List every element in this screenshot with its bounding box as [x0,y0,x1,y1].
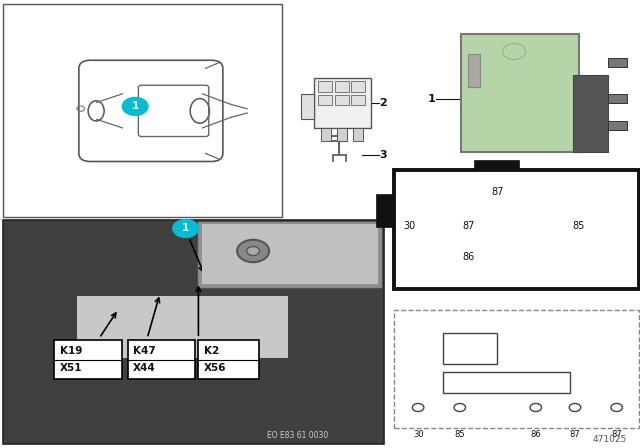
Text: 2: 2 [614,418,620,426]
Text: 85: 85 [573,221,585,231]
Text: 1: 1 [182,224,189,233]
Bar [608,58,627,67]
Bar [474,160,518,170]
Text: 1: 1 [428,94,435,103]
Circle shape [412,404,424,412]
Bar [608,121,627,130]
Bar [198,222,381,287]
Bar [353,128,363,141]
Text: X51: X51 [60,363,82,373]
Bar [318,81,332,92]
Bar [394,310,639,427]
Circle shape [237,240,269,262]
Bar [351,81,365,92]
Bar [128,340,195,379]
Bar [337,128,347,141]
Ellipse shape [88,101,104,121]
Bar [3,4,282,217]
Bar [394,170,639,289]
Text: 30: 30 [403,221,415,231]
Text: 87: 87 [492,187,504,197]
Bar [198,340,259,379]
Text: K47: K47 [133,346,156,356]
Text: 87: 87 [611,430,622,439]
Bar [318,95,332,105]
Bar [376,194,394,227]
Bar [443,372,570,393]
Text: 471025: 471025 [593,435,627,444]
Bar [314,78,371,128]
Bar [202,224,378,284]
Text: K2: K2 [204,346,219,356]
Bar [468,54,480,87]
Bar [335,95,349,105]
Circle shape [173,220,198,237]
Text: 3: 3 [380,150,387,159]
Bar [321,128,331,141]
Text: 8: 8 [533,418,538,426]
Circle shape [246,246,260,255]
Circle shape [122,98,148,116]
Text: 5: 5 [572,418,578,426]
Bar [3,220,384,444]
Text: 1: 1 [132,101,139,112]
Text: X44: X44 [133,363,156,373]
Bar [301,94,314,119]
Bar [443,333,497,365]
Text: 87: 87 [570,430,580,439]
Text: EO E83 61 0030: EO E83 61 0030 [267,431,328,440]
Bar [608,94,627,103]
Bar [639,194,640,227]
Text: 87: 87 [462,221,475,231]
Text: K19: K19 [60,346,82,356]
Text: 2: 2 [380,98,387,108]
Circle shape [611,404,623,412]
Text: X56: X56 [204,363,226,373]
Circle shape [454,404,465,412]
Ellipse shape [190,99,209,123]
Bar [461,34,579,152]
Text: 4: 4 [457,418,463,426]
Circle shape [530,404,541,412]
Text: 86: 86 [531,430,541,439]
Bar [54,340,122,379]
Bar [351,95,365,105]
Text: 86: 86 [462,252,474,262]
Circle shape [569,404,580,412]
Text: 30: 30 [413,430,424,439]
Bar [77,296,288,358]
Text: 85: 85 [454,430,465,439]
Bar [573,75,608,152]
Bar [335,81,349,92]
Text: 6: 6 [415,418,420,426]
